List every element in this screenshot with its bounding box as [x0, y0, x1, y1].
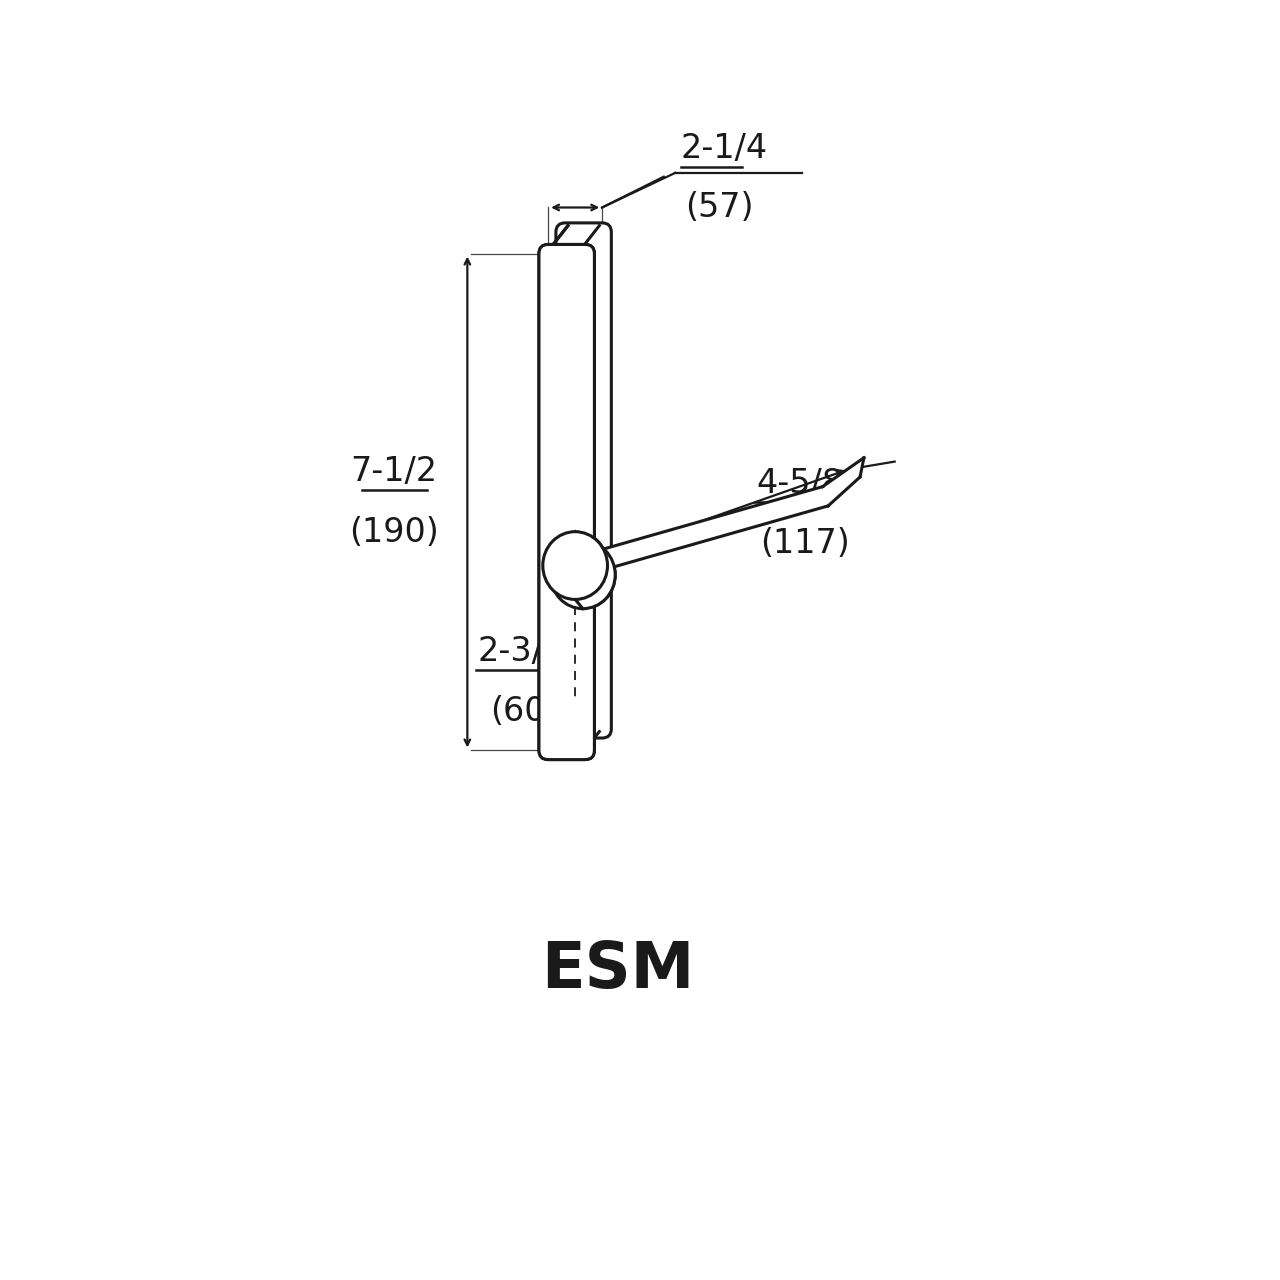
Polygon shape	[823, 458, 864, 506]
FancyBboxPatch shape	[539, 244, 594, 759]
Ellipse shape	[543, 531, 608, 599]
Ellipse shape	[550, 541, 616, 609]
Text: ESM: ESM	[541, 938, 694, 1001]
Text: 2-3/8*: 2-3/8*	[477, 635, 581, 668]
FancyBboxPatch shape	[556, 223, 612, 739]
FancyBboxPatch shape	[539, 244, 594, 759]
Text: (60): (60)	[490, 695, 559, 728]
Text: 4-5/8: 4-5/8	[756, 467, 844, 500]
Text: (57): (57)	[685, 191, 754, 224]
Polygon shape	[600, 486, 828, 570]
Text: (117): (117)	[760, 527, 850, 561]
Text: (190): (190)	[349, 516, 439, 549]
Ellipse shape	[543, 531, 608, 599]
Ellipse shape	[550, 541, 616, 609]
Text: 2-1/4: 2-1/4	[681, 132, 768, 165]
Text: 7-1/2: 7-1/2	[351, 456, 438, 488]
